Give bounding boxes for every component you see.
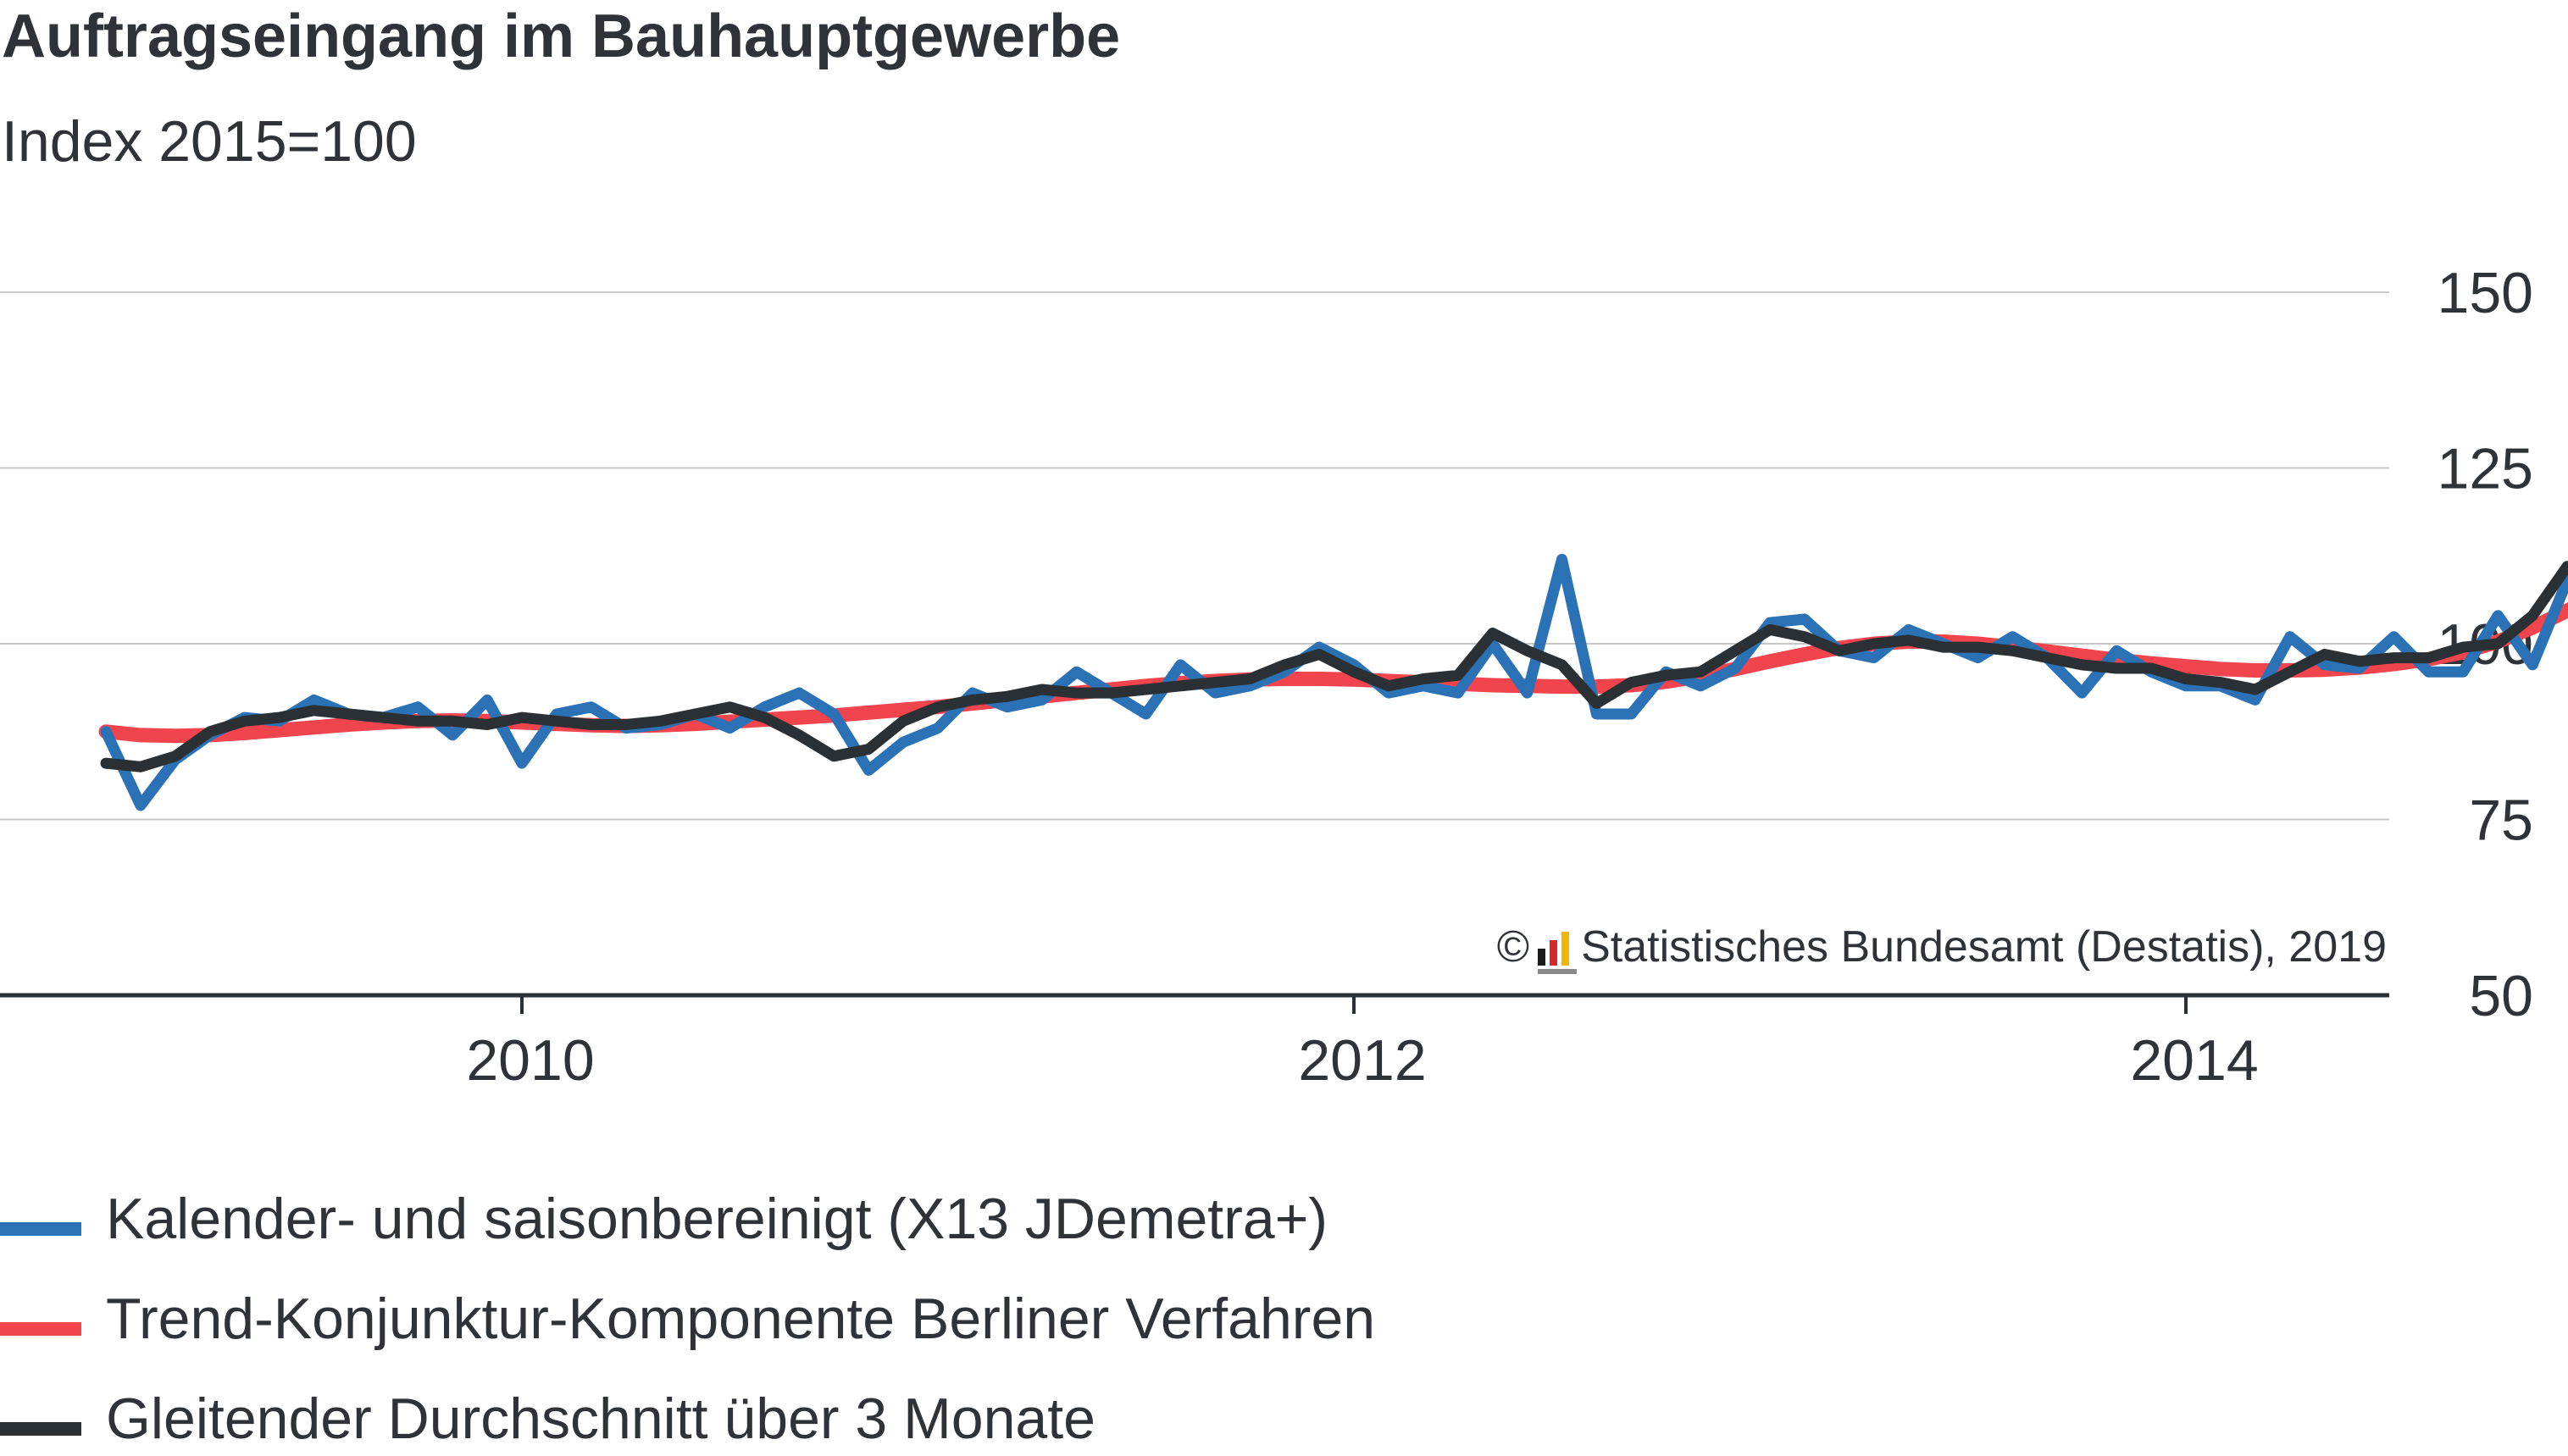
legend-swatch-trend xyxy=(0,1322,81,1336)
x-tick-label-2010: 2010 xyxy=(466,1028,594,1093)
series-line-moving-avg xyxy=(100,561,2568,772)
legend-swatch-seasonal xyxy=(0,1222,81,1236)
chart-subtitle: Index 2015=100 xyxy=(2,109,417,174)
copyright-symbol: © xyxy=(1496,922,1530,972)
legend-label-seasonal: Kalender- und saisonbereinigt (X13 JDeme… xyxy=(106,1187,1328,1251)
series-line-seasonal xyxy=(100,553,2568,811)
copyright-text: Statistisches Bundesamt (Destatis), 2019 xyxy=(1581,922,2387,972)
x-axis-ticks: 20102012201420162018 xyxy=(466,995,2259,1093)
legend-label-trend: Trend-Konjunktur-Komponente Berliner Ver… xyxy=(106,1287,1376,1351)
y-tick-label-50: 50 xyxy=(2469,964,2533,1028)
legend-swatch-moving-avg xyxy=(0,1422,81,1436)
y-tick-label-125: 125 xyxy=(2438,437,2533,501)
x-tick-label-2014: 2014 xyxy=(2130,1028,2258,1093)
y-tick-label-75: 75 xyxy=(2469,789,2533,853)
legend-label-moving-avg: Gleitender Durchschnitt über 3 Monate xyxy=(106,1387,1095,1451)
chart-title: Auftragseingang im Bauhauptgewerbe xyxy=(2,3,1121,70)
grid-lines xyxy=(0,291,2389,998)
x-tick-label-2012: 2012 xyxy=(1298,1028,1426,1093)
copyright-notice: © Statistisches Bundesamt (Destatis), 20… xyxy=(1496,922,2387,974)
series-lines xyxy=(98,553,2568,811)
destatis-logo-icon xyxy=(1538,928,1578,974)
series-line-trend xyxy=(98,602,2568,744)
y-tick-label-150: 150 xyxy=(2438,261,2533,325)
